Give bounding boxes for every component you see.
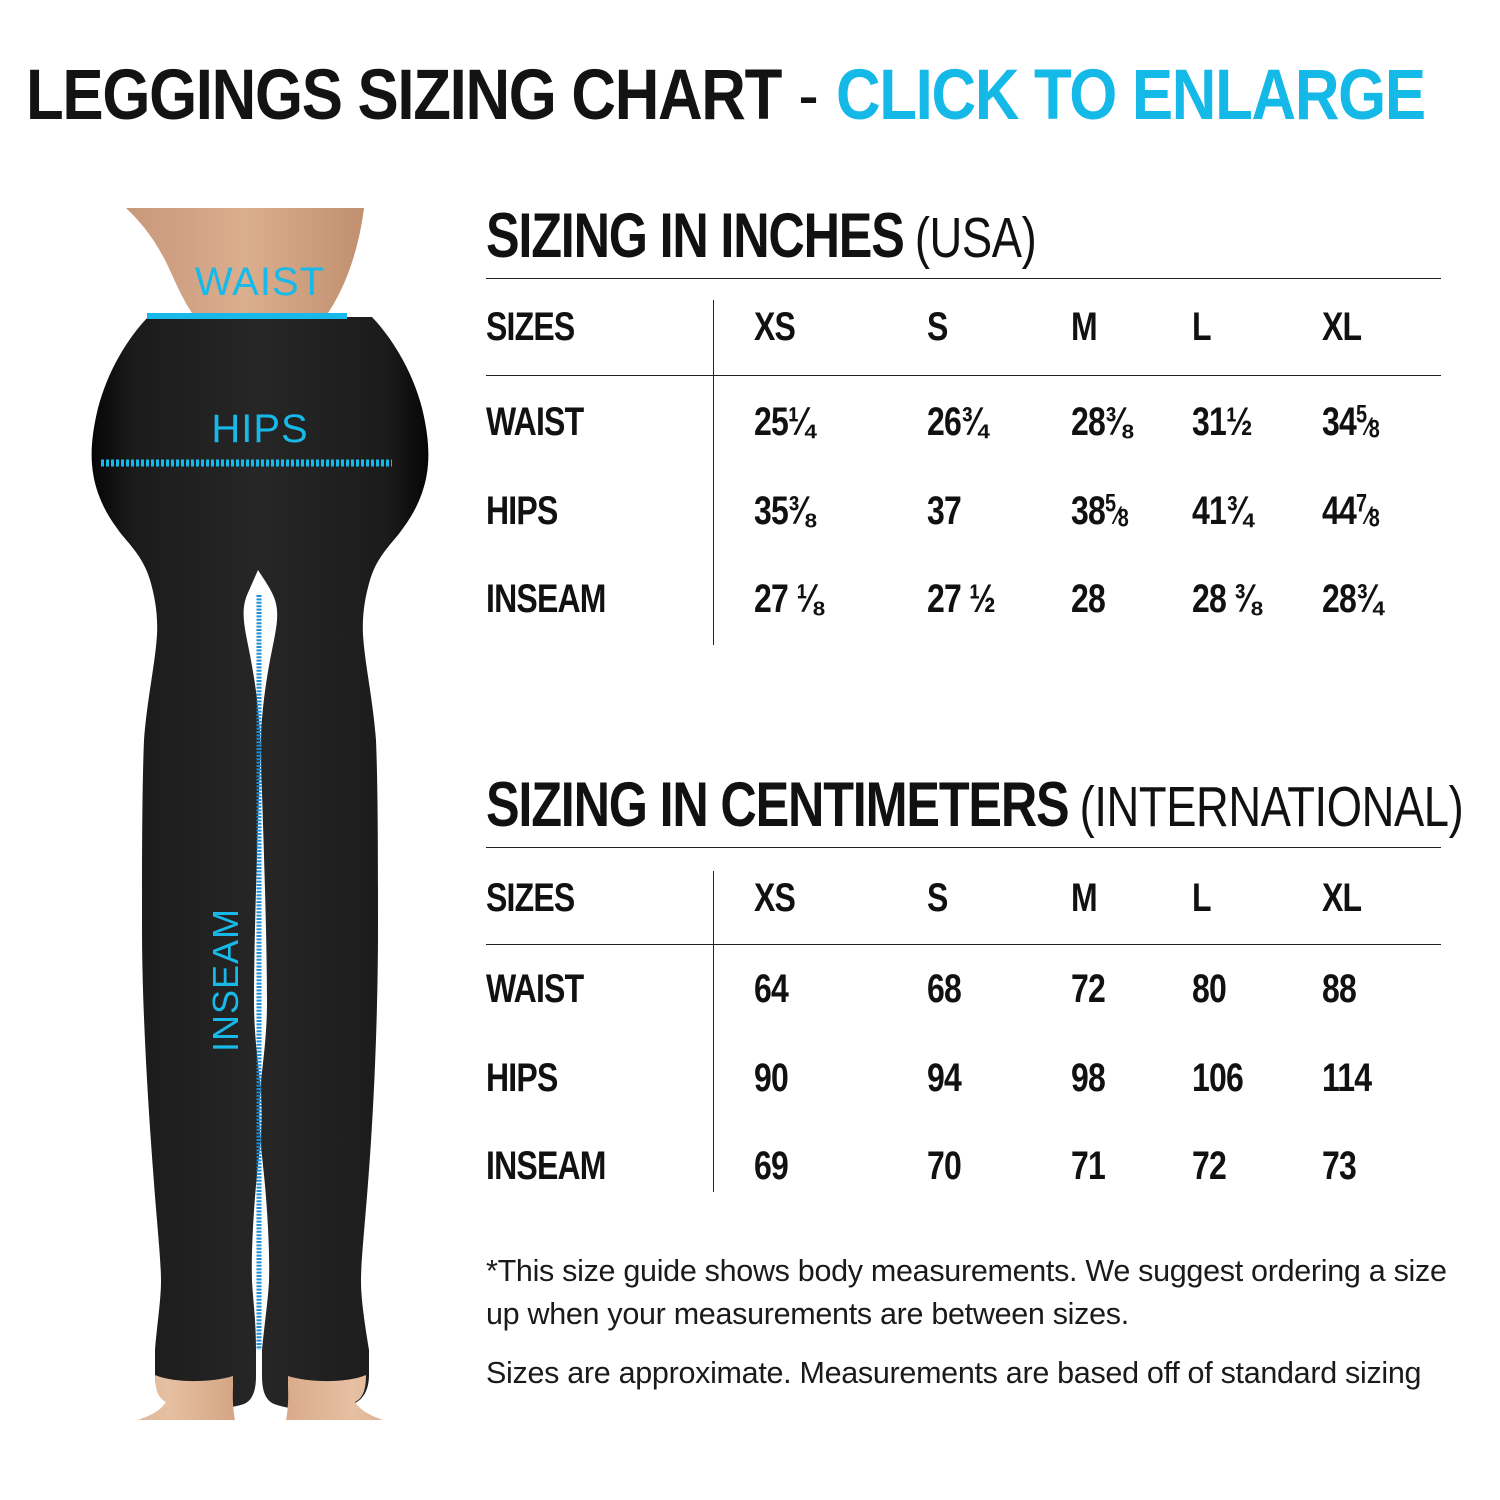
svg-text:HIPS: HIPS bbox=[211, 407, 308, 451]
svg-text:INSEAM: INSEAM bbox=[205, 908, 246, 1052]
svg-text:WAIST: WAIST bbox=[195, 260, 325, 304]
